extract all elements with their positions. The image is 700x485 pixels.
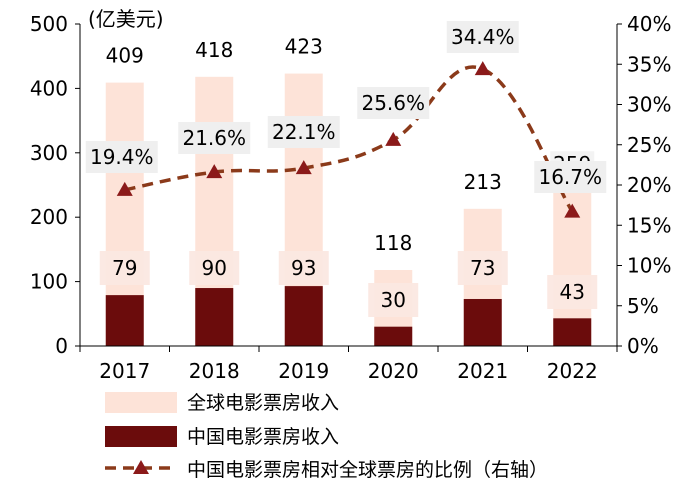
right-tick-label: 30% [627,93,671,117]
ratio-marker-2019 [295,160,312,175]
legend-label-ratio: 中国电影票房相对全球票房的比例（右轴） [187,459,548,481]
china-value-label-2017: 79 [112,256,137,280]
x-tick-label: 2020 [368,359,419,383]
ratio-marker-2018 [206,164,223,179]
china-value-label-2018: 90 [202,256,227,280]
china-bar-2019 [284,286,323,346]
ratio-label-bg [534,161,607,193]
x-tick-label: 2017 [99,359,150,383]
ratio-marker-2021 [474,61,491,76]
global-value-label-2021: 213 [464,170,502,194]
right-tick-label: 35% [627,52,671,76]
right-tick-label: 40% [627,12,671,36]
ratio-label-bg [357,87,430,119]
axes: 0 100 200 300 400 500 0% 5% 10% 15% 20% 25% 30% 35% 40… [30,7,672,383]
right-tick-label: 25% [627,133,671,157]
data-labels: 40941842311821325979909330734319.4%21.6%… [85,21,607,317]
china-bar-2017 [105,295,144,346]
ratio-label-bg [85,141,158,173]
global-value-label-2018: 418 [195,38,233,62]
ratio-value-label-2021: 34.4% [451,25,515,49]
legend-label-global: 全球电影票房收入 [187,392,339,414]
global-value-label-2017: 409 [106,44,144,68]
ratio-label-bg [178,122,251,154]
x-tick-label: 2018 [189,359,240,383]
x-tick-label: 2022 [547,359,598,383]
right-tick-label: 10% [627,254,671,278]
right-tick-label: 0% [627,334,659,358]
ratio-value-label-2017: 19.4% [90,145,154,169]
china-label-bg [278,251,329,285]
left-tick-label: 500 [30,12,68,36]
ratio-label-bg [267,116,340,148]
right-tick-label: 20% [627,173,671,197]
china-bar-2018 [195,288,234,346]
right-tick-label: 15% [627,213,671,237]
global-bars [105,73,592,347]
left-tick-label: 400 [30,76,68,100]
ratio-label-bg [446,21,519,53]
china-label-bg [99,251,150,285]
china-bars [105,286,592,346]
china-label-bg [189,251,240,285]
left-tick-label: 300 [30,141,68,165]
ratio-marker-2020 [385,131,402,146]
china-label-bg [368,283,419,317]
legend-swatch-global [105,392,177,413]
ratio-value-label-2019: 22.1% [272,120,336,144]
ratio-marker-2017 [116,181,133,196]
left-tick-label: 0 [55,334,68,358]
legend-label-china: 中国电影票房收入 [187,426,339,448]
china-value-label-2020: 30 [381,288,406,312]
legend-swatch-ratio-marker [133,460,149,474]
ratio-line [116,61,581,218]
ratio-value-label-2018: 21.6% [182,126,246,150]
global-value-label-2019: 423 [285,35,323,59]
legend-swatch-china [105,426,177,447]
ratio-marker-2022 [564,203,581,218]
china-value-label-2022: 43 [560,280,585,304]
china-bar-2021 [463,298,502,346]
china-label-bg [457,251,508,285]
ratio-value-label-2020: 25.6% [361,91,425,115]
china-bar-2022 [553,318,592,346]
global-value-label-2020: 118 [374,231,412,255]
unit-label: (亿美元) [88,7,164,31]
x-tick-label: 2021 [457,359,508,383]
china-value-label-2019: 93 [291,256,316,280]
left-tick-label: 200 [30,205,68,229]
x-tick-label: 2019 [278,359,329,383]
china-label-bg [547,275,598,309]
china-bar-2020 [374,326,413,346]
right-tick-label: 5% [627,294,659,318]
left-tick-label: 100 [30,270,68,294]
ratio-value-label-2022: 16.7% [538,165,602,189]
china-value-label-2021: 73 [470,256,495,280]
